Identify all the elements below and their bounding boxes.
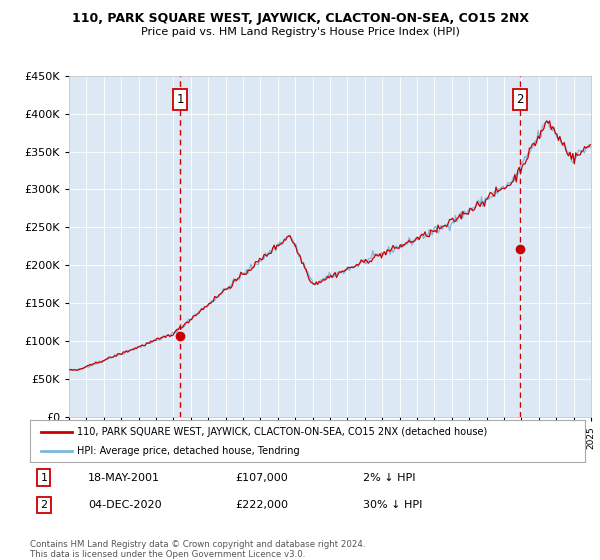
Text: 1: 1 — [176, 93, 184, 106]
Text: 2% ↓ HPI: 2% ↓ HPI — [363, 473, 415, 483]
Text: 04-DEC-2020: 04-DEC-2020 — [88, 500, 162, 510]
Text: Contains HM Land Registry data © Crown copyright and database right 2024.
This d: Contains HM Land Registry data © Crown c… — [30, 540, 365, 559]
Text: 2: 2 — [516, 93, 524, 106]
Text: 18-MAY-2001: 18-MAY-2001 — [88, 473, 160, 483]
Text: 1: 1 — [40, 473, 47, 483]
Text: 30% ↓ HPI: 30% ↓ HPI — [363, 500, 422, 510]
Text: £222,000: £222,000 — [235, 500, 289, 510]
Text: Price paid vs. HM Land Registry's House Price Index (HPI): Price paid vs. HM Land Registry's House … — [140, 27, 460, 37]
Text: £107,000: £107,000 — [235, 473, 288, 483]
Text: HPI: Average price, detached house, Tendring: HPI: Average price, detached house, Tend… — [77, 446, 300, 456]
Text: 110, PARK SQUARE WEST, JAYWICK, CLACTON-ON-SEA, CO15 2NX (detached house): 110, PARK SQUARE WEST, JAYWICK, CLACTON-… — [77, 427, 487, 437]
Text: 110, PARK SQUARE WEST, JAYWICK, CLACTON-ON-SEA, CO15 2NX: 110, PARK SQUARE WEST, JAYWICK, CLACTON-… — [71, 12, 529, 25]
Text: 2: 2 — [40, 500, 47, 510]
